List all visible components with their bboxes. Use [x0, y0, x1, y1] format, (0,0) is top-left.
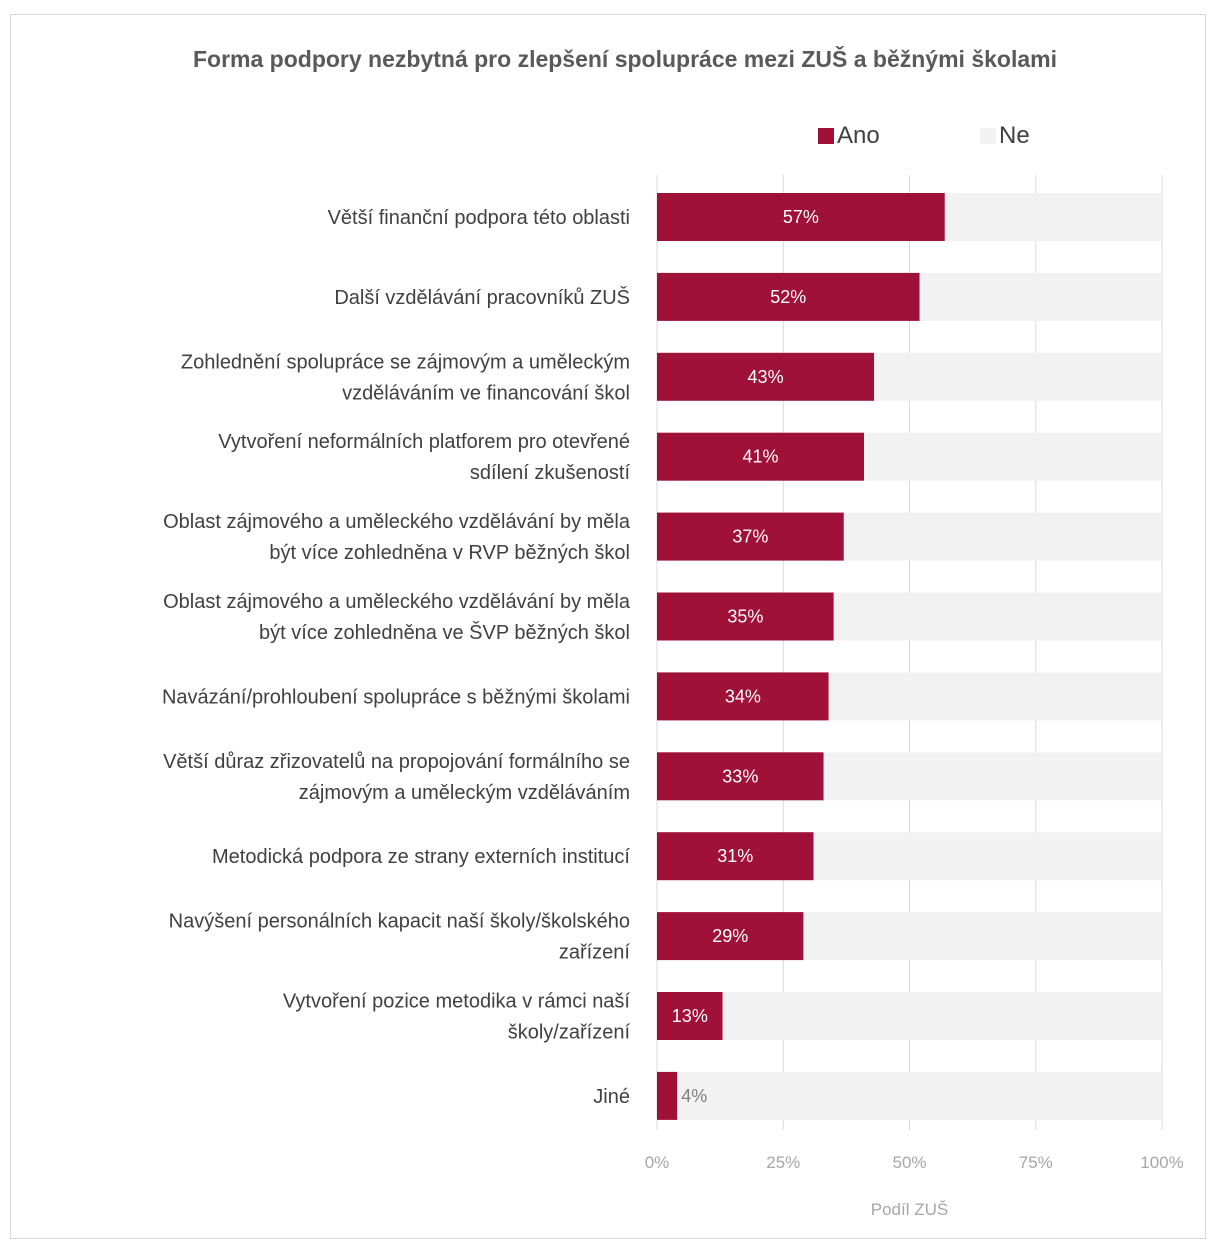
data-label: 33%: [722, 766, 758, 786]
category-label: sdílení zkušeností: [470, 462, 631, 484]
bar-ano: [657, 193, 945, 241]
legend-label: Ne: [999, 122, 1030, 149]
category-label: být více zohledněna v RVP běžných škol: [269, 542, 630, 564]
category-label: Další vzdělávání pracovníků ZUŠ: [334, 286, 630, 309]
category-label: Zohlednění spolupráce se zájmovým a uměl…: [181, 351, 630, 373]
data-label: 35%: [727, 607, 763, 627]
category-label: Jiné: [593, 1086, 630, 1108]
bar-ano: [657, 672, 829, 721]
bar-ano: [657, 512, 844, 561]
bar-ano: [657, 832, 814, 881]
legend-swatch: [980, 128, 996, 144]
tick-label: 0%: [645, 1153, 670, 1172]
category-label: Oblast zájmového a uměleckého vzdělávání…: [163, 591, 631, 613]
category-label: Vytvoření pozice metodika v rámci naší: [283, 991, 631, 1013]
category-label: Větší finanční podpora této oblasti: [328, 207, 630, 229]
bar-ne: [944, 193, 1162, 241]
data-label: 52%: [770, 287, 806, 307]
category-label: vzděláváním ve financování škol: [342, 382, 630, 404]
bar-ano: [657, 352, 875, 401]
bar-ano: [657, 272, 920, 321]
bar-ne: [864, 432, 1162, 481]
legend: Ano Ne: [0, 0, 1209, 149]
bar-ano: [657, 912, 804, 961]
legend-swatch: [818, 128, 834, 144]
category-label: Metodická podpora ze strany externích in…: [212, 846, 630, 868]
bar-ne: [722, 992, 1162, 1040]
data-label: 4%: [681, 1086, 707, 1106]
bar-ne: [828, 672, 1162, 721]
bar-ne: [874, 352, 1162, 401]
legend-label: Ano: [837, 122, 880, 149]
category-label: zařízení: [559, 942, 631, 964]
bar-ne: [803, 912, 1162, 961]
bar-ne: [919, 272, 1162, 321]
tick-label: 50%: [892, 1153, 926, 1172]
data-label: 37%: [732, 527, 768, 547]
tick-label: 100%: [1140, 1153, 1183, 1172]
bar-ne: [677, 1071, 1162, 1120]
bar-ano: [657, 752, 824, 801]
legend-item-ne: Ne: [980, 122, 1030, 150]
category-label: Vytvoření neformálních platforem pro ote…: [218, 431, 630, 453]
bar-ne: [823, 752, 1162, 801]
x-axis-title: Podíl ZUŠ: [871, 1200, 948, 1219]
data-label: 43%: [748, 367, 784, 387]
category-label: Navýšení personálních kapacit naší školy…: [169, 911, 630, 933]
category-label: Navázání/prohloubení spolupráce s běžným…: [162, 686, 630, 708]
data-label: 13%: [672, 1006, 708, 1026]
bar-ne: [843, 512, 1162, 561]
tick-label: 25%: [766, 1153, 800, 1172]
chart-title: Forma podpory nezbytná pro zlepšení spol…: [193, 46, 1057, 72]
category-label: být více zohledněna ve ŠVP běžných škol: [259, 621, 630, 644]
bar-ano: [657, 1071, 678, 1120]
data-label: 41%: [743, 447, 779, 467]
category-label: Oblast zájmového a uměleckého vzdělávání…: [163, 511, 631, 533]
data-label: 57%: [783, 207, 819, 227]
tick-label: 75%: [1019, 1153, 1053, 1172]
bar-ne: [813, 832, 1162, 881]
bar-ano: [657, 992, 723, 1040]
data-label: 31%: [717, 846, 753, 866]
bar-ne: [833, 592, 1162, 641]
category-label: Větší důraz zřizovatelů na propojování f…: [163, 751, 630, 773]
data-label: 34%: [725, 686, 761, 706]
legend-item-ano: Ano: [818, 122, 880, 150]
bar-ano: [657, 592, 834, 641]
data-label: 29%: [712, 926, 748, 946]
category-label: školy/zařízení: [508, 1022, 631, 1044]
category-label: zájmovým a uměleckým vzděláváním: [299, 782, 630, 804]
bar-ano: [657, 432, 865, 481]
